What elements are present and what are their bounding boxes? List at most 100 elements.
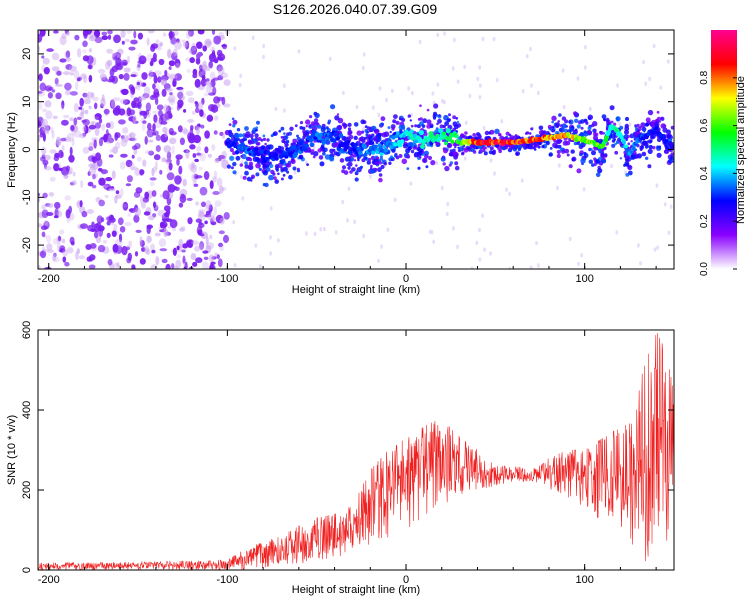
- noise-blob: [87, 181, 94, 187]
- spectrum-point: [505, 131, 510, 136]
- noise-blob: [47, 249, 54, 253]
- spectrum-point: [254, 133, 259, 138]
- spectrum-point: [538, 129, 545, 136]
- spectrum-point: [619, 157, 623, 160]
- spectrum-point: [524, 132, 528, 135]
- spectrum-point: [264, 142, 267, 146]
- noise-blob: [177, 125, 183, 133]
- noise-blob: [481, 36, 485, 42]
- spectrum-point: [341, 165, 347, 170]
- noise-blob: [134, 251, 139, 257]
- noise-blob: [169, 92, 173, 96]
- spectrum-point: [625, 158, 630, 163]
- noise-blob: [319, 227, 323, 232]
- colorbar-tick-label: 0.8: [699, 70, 710, 84]
- noise-blob: [40, 250, 47, 259]
- spectrum-point: [339, 158, 345, 163]
- noise-blob: [189, 144, 196, 150]
- noise-blob: [65, 89, 71, 96]
- noise-blob: [57, 235, 62, 242]
- noise-blob: [168, 127, 174, 135]
- noise-blob: [430, 229, 434, 235]
- noise-blob: [53, 163, 60, 172]
- spectrum-point: [242, 175, 247, 180]
- spectrum-point: [483, 151, 488, 156]
- noise-blob: [220, 72, 229, 79]
- spectrum-point: [448, 135, 453, 140]
- spectrum-point: [347, 122, 352, 127]
- noise-blob: [202, 261, 209, 269]
- spectrum-point: [615, 140, 620, 144]
- noise-blob: [137, 64, 141, 68]
- noise-blob: [659, 85, 663, 90]
- spectrum-point: [595, 159, 600, 164]
- spectrum-point: [627, 142, 631, 146]
- noise-blob: [151, 167, 155, 177]
- spectrum-point: [566, 153, 570, 157]
- noise-blob: [186, 118, 195, 124]
- spectrum-point: [346, 139, 351, 144]
- noise-blob: [209, 234, 213, 240]
- spectrum-point: [364, 125, 368, 129]
- noise-blob: [371, 105, 375, 110]
- noise-blob: [262, 43, 265, 49]
- spectrum-point: [410, 124, 414, 128]
- noise-blob: [483, 247, 486, 252]
- spectrum-point: [484, 136, 489, 141]
- noise-blob: [94, 36, 103, 44]
- spectrum-point: [370, 164, 373, 168]
- noise-blob: [74, 34, 80, 41]
- noise-blob: [208, 264, 216, 269]
- noise-blob: [110, 99, 116, 108]
- noise-blob: [254, 243, 258, 248]
- spectrum-point: [433, 103, 439, 109]
- noise-blob: [38, 223, 43, 228]
- spectrum-point: [426, 108, 430, 112]
- spectrum-point: [622, 140, 626, 145]
- spectrum-point: [379, 157, 384, 161]
- noise-blob: [216, 177, 223, 187]
- noise-blob: [111, 170, 116, 180]
- noise-blob: [378, 86, 382, 91]
- noise-blob: [108, 75, 116, 83]
- spectrum-point: [229, 147, 234, 153]
- noise-blob: [84, 30, 93, 35]
- colorbar-tick-label: 0.6: [699, 118, 710, 132]
- spectrum-point: [357, 150, 363, 156]
- noise-blob: [122, 62, 128, 66]
- noise-blob: [115, 190, 120, 195]
- spectrum-point: [243, 137, 248, 141]
- noise-blob: [205, 84, 213, 94]
- noise-blob: [64, 82, 72, 91]
- noise-blob: [212, 176, 217, 183]
- spectrum-point: [639, 125, 642, 129]
- noise-blob: [88, 48, 92, 53]
- spectrum-point: [363, 156, 367, 160]
- noise-blob: [154, 160, 158, 170]
- noise-blob: [141, 202, 146, 209]
- spectrum-point: [454, 134, 459, 139]
- noise-blob: [201, 97, 205, 105]
- noise-blob: [100, 169, 108, 175]
- snr-x-tick-label: 0: [403, 574, 409, 586]
- noise-blob: [407, 86, 411, 91]
- noise-blob: [194, 158, 200, 163]
- noise-blob: [216, 49, 223, 57]
- spectrum-point: [482, 149, 486, 153]
- noise-blob: [60, 137, 67, 142]
- spectrum-point: [669, 156, 674, 161]
- noise-blob: [136, 81, 140, 86]
- noise-blob: [139, 258, 146, 265]
- noise-blob: [196, 225, 203, 235]
- spectrum-point: [624, 116, 630, 122]
- noise-blob: [125, 159, 133, 168]
- noise-blob: [103, 183, 111, 190]
- noise-blob: [131, 137, 137, 142]
- noise-blob: [45, 125, 51, 131]
- noise-blob: [149, 95, 156, 101]
- spectrum-point: [472, 150, 477, 154]
- noise-blob: [163, 228, 169, 238]
- noise-blob: [78, 106, 83, 110]
